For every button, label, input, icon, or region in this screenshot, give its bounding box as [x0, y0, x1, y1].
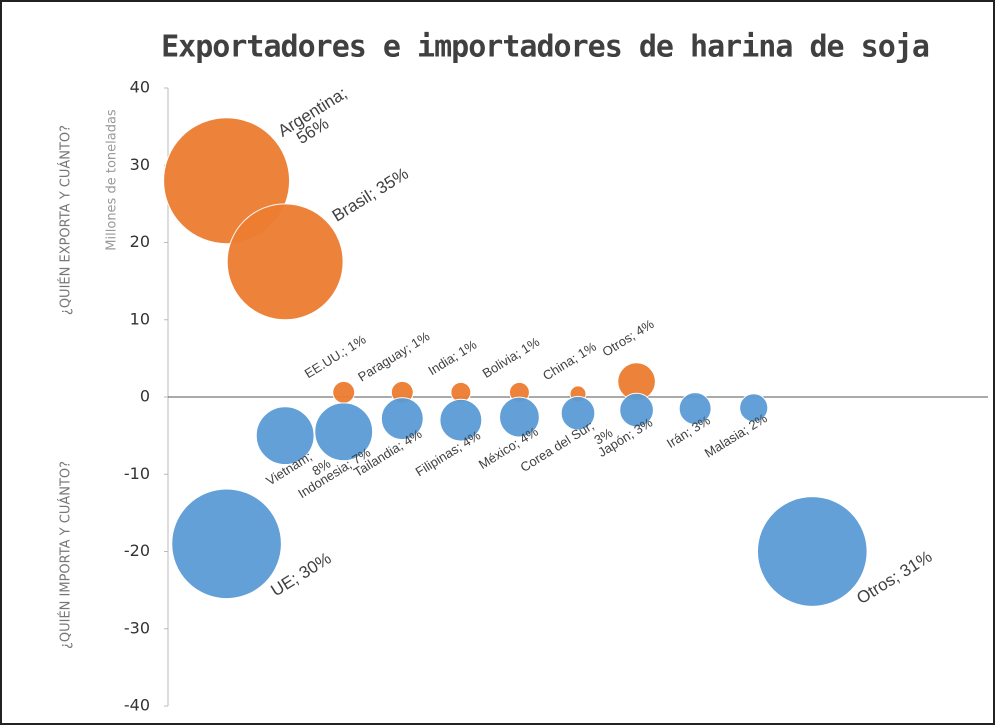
chart-title: Exportadores e importadores de harina de…: [161, 30, 929, 65]
bubble: [560, 395, 596, 431]
bubble: [499, 396, 540, 438]
y-axis-label: Millones de toneladas: [105, 109, 120, 251]
y-tick-label: 0: [140, 387, 150, 406]
bubble: [439, 398, 483, 442]
y-tick-label: 10: [130, 309, 150, 328]
y-tick-label: -10: [124, 464, 150, 483]
y-tick-label: -40: [124, 696, 150, 715]
y-tick-label: 30: [130, 155, 150, 174]
bubble: [314, 402, 374, 462]
bubble: [619, 392, 654, 428]
y-tick-label: -30: [124, 618, 150, 637]
y-tick-label: 20: [130, 232, 150, 251]
bubble: [739, 393, 769, 423]
bubble: [380, 397, 424, 441]
bubble: [171, 488, 282, 600]
y-tick-label: 40: [130, 78, 150, 97]
bubble: [255, 406, 315, 466]
annotation: ¿QUIÉN EXPORTA Y CUÁNTO?: [58, 125, 74, 315]
bubble: [226, 203, 344, 321]
annotation: ¿QUIÉN IMPORTA Y CUÁNTO?: [58, 461, 74, 649]
bubble: [332, 380, 356, 404]
bubble: [678, 392, 712, 426]
bubble: [756, 496, 868, 607]
y-tick-label: -20: [124, 541, 150, 560]
